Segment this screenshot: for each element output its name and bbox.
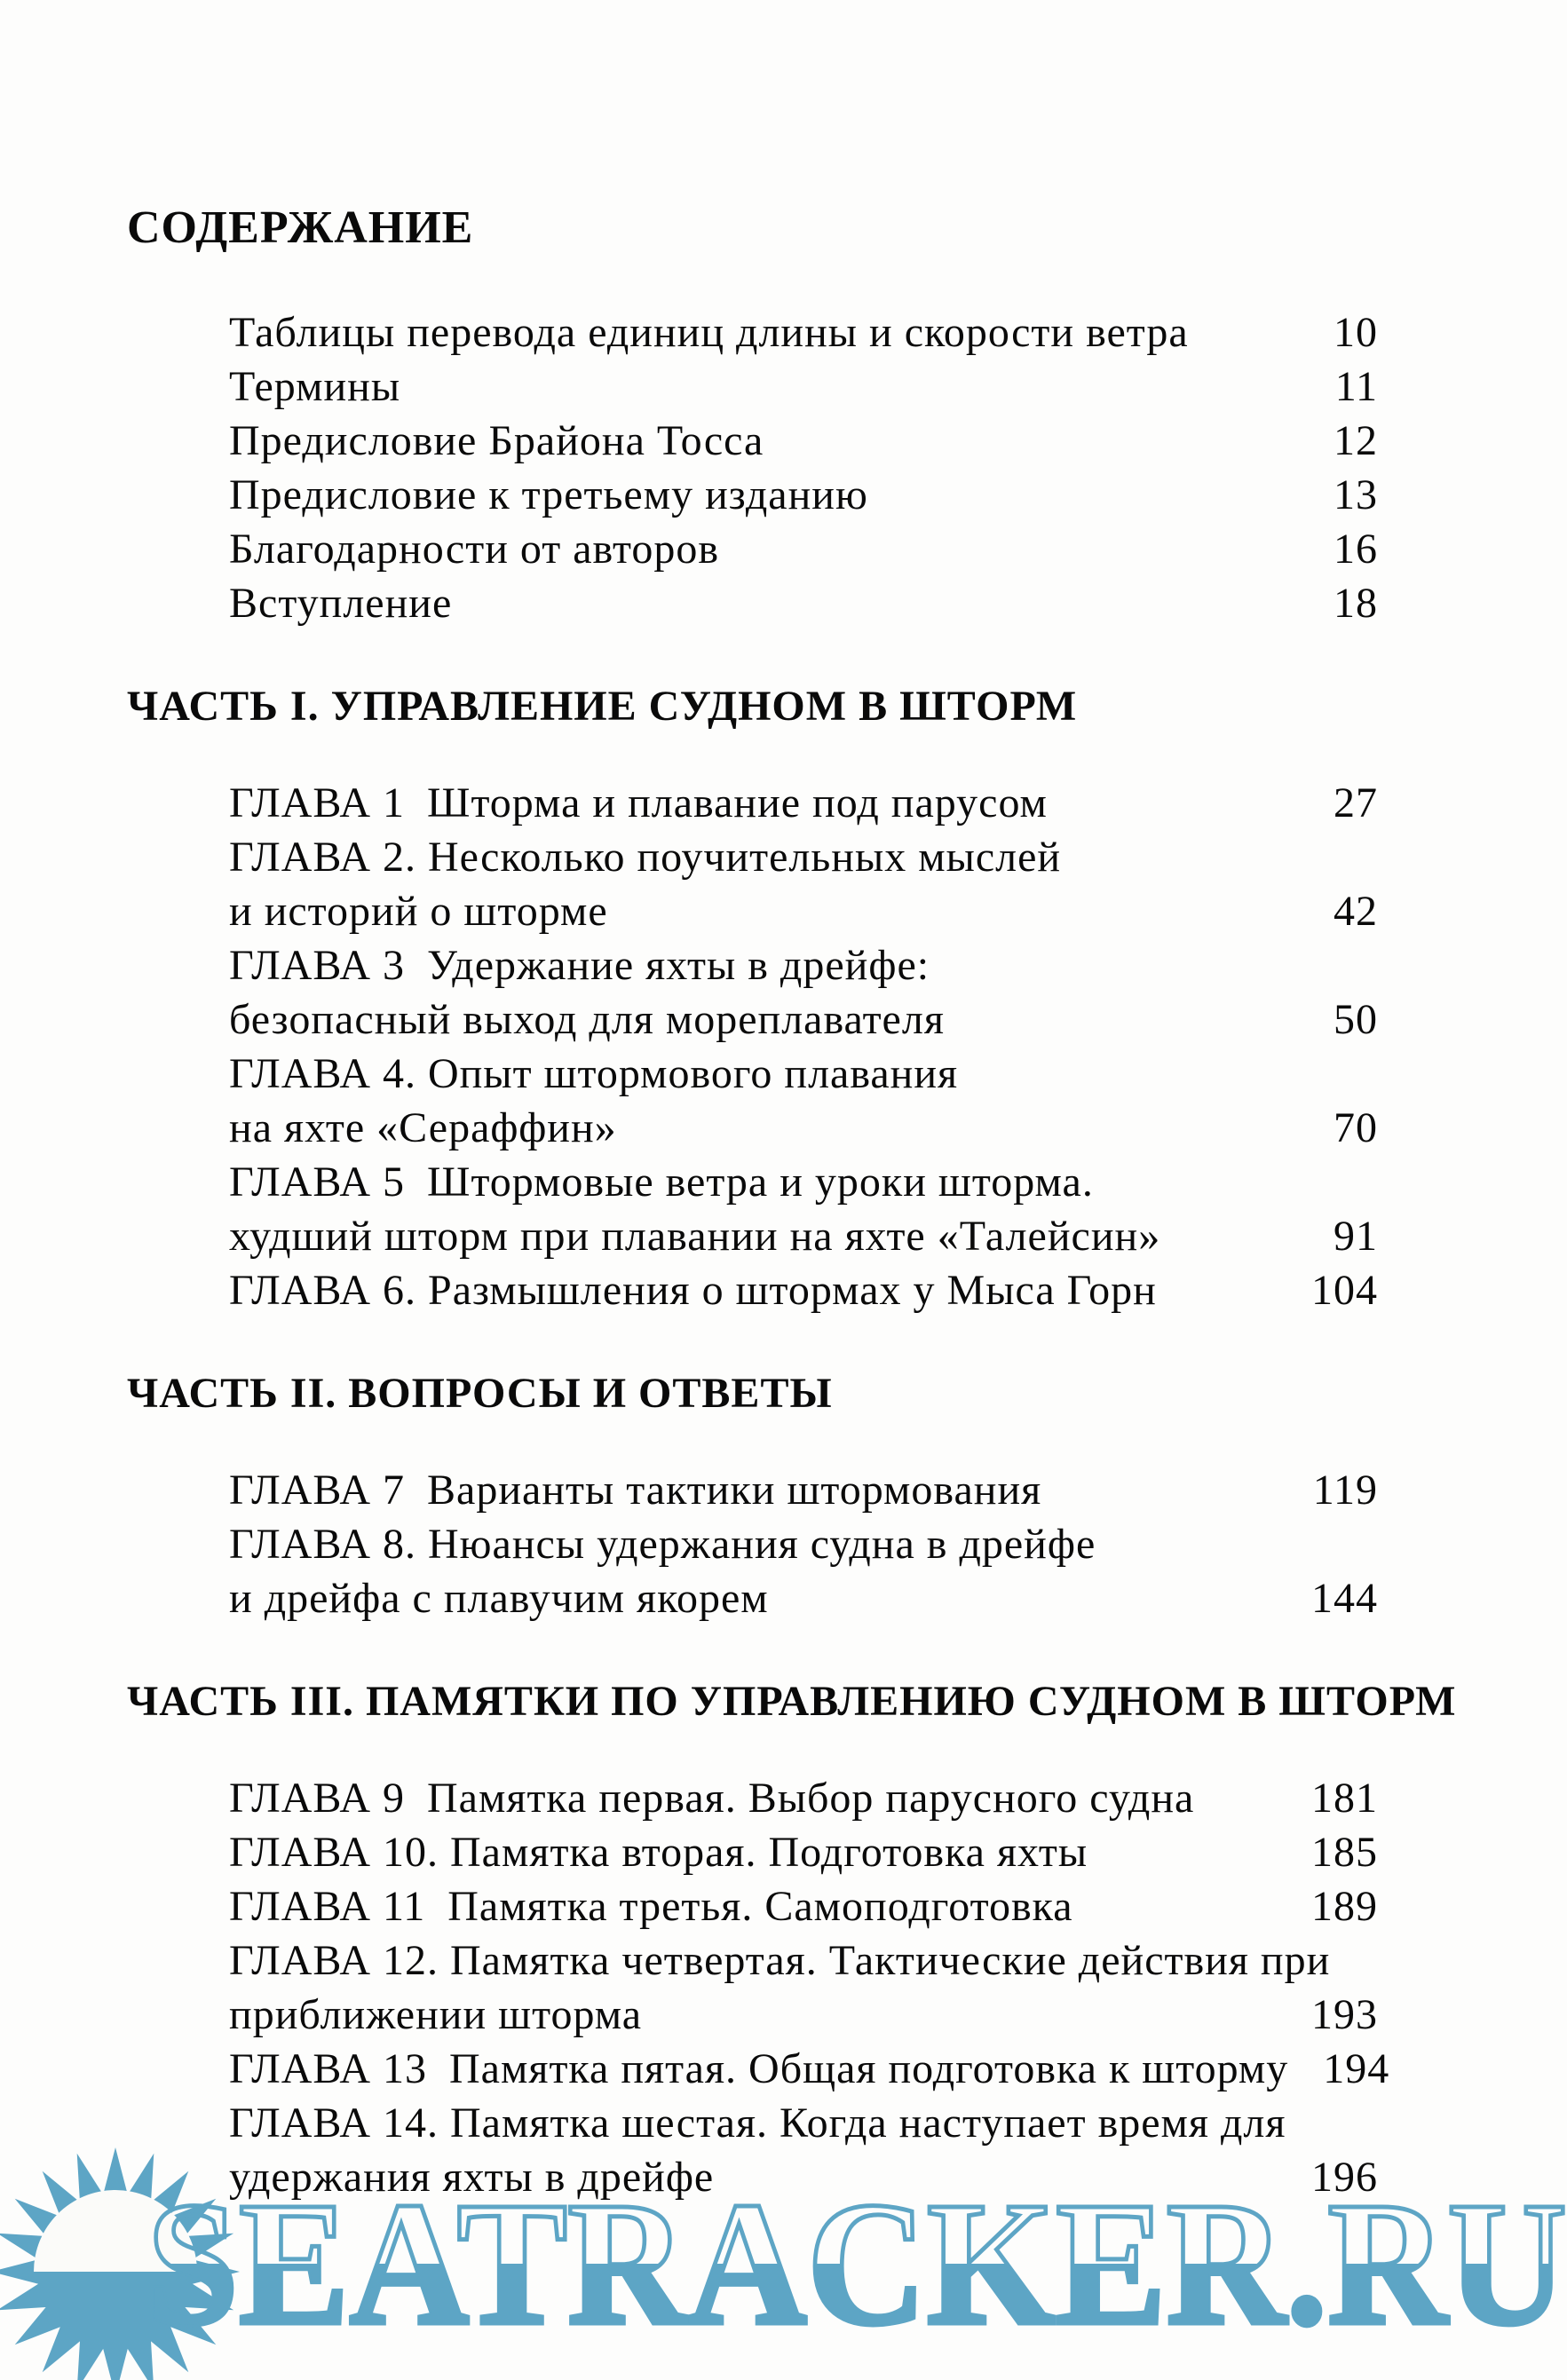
toc-entry-text: Предисловие к третьему изданию: [229, 471, 868, 518]
toc-entry-line: ГЛАВА 12. Памятка четвертая. Тактические…: [229, 1933, 1378, 1988]
toc-entry-line: безопасный выход для мореплавателя 50: [229, 992, 1378, 1047]
toc-entry-line: приближении шторма 193: [229, 1988, 1378, 2042]
toc-entry-line: Благодарности от авторов 16: [229, 522, 1378, 576]
toc-entry-line: ГЛАВА 5 Штормовые ветра и уроки шторма.: [229, 1155, 1378, 1209]
toc-entry-line: ГЛАВА 8. Нюансы удержания судна в дрейфе: [229, 1517, 1378, 1571]
toc-entry-page: 193: [1311, 1991, 1378, 2038]
part-1-entries: ГЛАВА 1 Шторма и плавание под парусом 27…: [229, 776, 1378, 1317]
sun-dome: [34, 2190, 197, 2272]
toc-entry-line: на яхте «Сераффин» 70: [229, 1101, 1378, 1155]
toc-entry-text: ГЛАВА 13 Памятка пятая. Общая подготовка…: [229, 2045, 1289, 2092]
toc-entry-line: ГЛАВА 9 Памятка первая. Выбор парусного …: [229, 1771, 1378, 1825]
toc-entry-text: и историй о шторме: [229, 888, 608, 935]
toc-entry-page: 196: [1311, 2154, 1378, 2201]
toc-entry-line: ГЛАВА 4. Опыт штормового плавания: [229, 1047, 1378, 1101]
toc-entry-page: 27: [1334, 779, 1378, 826]
toc-entry-page: 91: [1334, 1213, 1378, 1260]
toc-entry-line: Термины 11: [229, 360, 1378, 414]
toc-entry-line: Предисловие к третьему изданию 13: [229, 468, 1378, 522]
toc-entry-line: ГЛАВА 2. Несколько поучительных мыслей: [229, 830, 1378, 884]
part-heading-2: ЧАСТЬ II. ВОПРОСЫ И ОТВЕТЫ: [127, 1370, 833, 1417]
toc-entry-page: 104: [1311, 1267, 1378, 1314]
sun-rays: [0, 2147, 240, 2380]
part-heading-3: ЧАСТЬ III. ПАМЯТКИ ПО УПРАВЛЕНИЮ СУДНОМ …: [127, 1678, 1457, 1725]
toc-entry-text: ГЛАВА 2. Несколько поучительных мыслей: [229, 834, 1062, 881]
toc-entry-page: 16: [1334, 526, 1378, 573]
toc-entry-page: 12: [1334, 417, 1378, 464]
toc-entry-text: и дрейфа с плавучим якорем: [229, 1575, 769, 1622]
toc-entry-text: Таблицы перевода единиц длины и скорости…: [229, 309, 1189, 356]
toc-entry-page: 18: [1334, 580, 1378, 627]
toc-entry-text: Предисловие Брайона Тосса: [229, 417, 764, 464]
toc-entry-text: ГЛАВА 7 Варианты тактики штормования: [229, 1467, 1042, 1514]
toc-entry-text: ГЛАВА 10. Памятка вторая. Подготовка яхт…: [229, 1829, 1088, 1876]
toc-entry-text: ГЛАВА 12. Памятка четвертая. Тактические…: [229, 1937, 1331, 1984]
toc-entry-line: худший шторм при плавании на яхте «Талей…: [229, 1209, 1378, 1263]
toc-entry-text: ГЛАВА 11 Памятка третья. Самоподготовка: [229, 1883, 1073, 1930]
toc-entry-text: Вступление: [229, 580, 453, 627]
toc-entry-line: ГЛАВА 1 Шторма и плавание под парусом 27: [229, 776, 1378, 830]
toc-entry-text: ГЛАВА 4. Опыт штормового плавания: [229, 1050, 959, 1097]
toc-entry-page: 70: [1334, 1104, 1378, 1151]
toc-entry-line: ГЛАВА 14. Памятка шестая. Когда наступае…: [229, 2096, 1378, 2150]
toc-entry-line: удержания яхты в дрейфе 196: [229, 2150, 1378, 2204]
toc-entry-text: на яхте «Сераффин»: [229, 1104, 617, 1151]
toc-entry-line: Таблицы перевода единиц длины и скорости…: [229, 305, 1378, 360]
toc-entry-line: ГЛАВА 11 Памятка третья. Самоподготовка …: [229, 1879, 1378, 1933]
sun-over-sea-icon: [0, 2147, 240, 2380]
toc-entry-line: ГЛАВА 13 Памятка пятая. Общая подготовка…: [229, 2042, 1389, 2096]
toc-entry-text: ГЛАВА 14. Памятка шестая. Когда наступае…: [229, 2099, 1286, 2147]
toc-entry-text: ГЛАВА 3 Удержание яхты в дрейфе:: [229, 942, 930, 989]
toc-entry-page: 144: [1311, 1575, 1378, 1622]
toc-entry-page: 13: [1334, 471, 1378, 518]
toc-entry-text: приближении шторма: [229, 1991, 643, 2038]
toc-entry-text: удержания яхты в дрейфе: [229, 2154, 715, 2201]
toc-entry-text: Благодарности от авторов: [229, 526, 719, 573]
toc-entry-page: 185: [1311, 1829, 1378, 1876]
toc-entry-page: 194: [1323, 2045, 1390, 2092]
toc-entry-page: 42: [1334, 888, 1378, 935]
toc-entry-text: ГЛАВА 6. Размышления о штормах у Мыса Го…: [229, 1267, 1157, 1314]
toc-entry-text: безопасный выход для мореплавателя: [229, 996, 945, 1043]
toc-entry-line: Предисловие Брайона Тосса 12: [229, 414, 1378, 468]
toc-entry-line: ГЛАВА 6. Размышления о штормах у Мыса Го…: [229, 1263, 1378, 1317]
toc-entry-line: ГЛАВА 3 Удержание яхты в дрейфе:: [229, 938, 1378, 992]
toc-entry-page: 119: [1312, 1467, 1378, 1514]
page-title: СОДЕРЖАНИЕ: [127, 202, 474, 253]
toc-entry-page: 189: [1311, 1883, 1378, 1930]
toc-entry-text: ГЛАВА 8. Нюансы удержания судна в дрейфе: [229, 1521, 1096, 1568]
toc-entry-line: ГЛАВА 10. Памятка вторая. Подготовка яхт…: [229, 1825, 1378, 1879]
toc-entry-page: 11: [1334, 363, 1378, 410]
part-3-entries: ГЛАВА 9 Памятка первая. Выбор парусного …: [229, 1771, 1389, 2204]
toc-entry-page: 50: [1334, 996, 1378, 1043]
part-2-entries: ГЛАВА 7 Варианты тактики штормования 119…: [229, 1463, 1378, 1625]
toc-entry-line: ГЛАВА 7 Варианты тактики штормования 119: [229, 1463, 1378, 1517]
toc-entry-text: худший шторм при плавании на яхте «Талей…: [229, 1213, 1161, 1260]
toc-entry-text: ГЛАВА 5 Штормовые ветра и уроки шторма.: [229, 1158, 1094, 1206]
toc-entry-page: 10: [1334, 309, 1378, 356]
toc-entry-page: 181: [1311, 1775, 1378, 1822]
toc-entry-line: Вступление 18: [229, 576, 1378, 630]
front-matter-section: Таблицы перевода единиц длины и скорости…: [229, 305, 1378, 630]
part-heading-1: ЧАСТЬ I. УПРАВЛЕНИЕ СУДНОМ В ШТОРМ: [127, 683, 1078, 730]
toc-entry-line: и историй о шторме 42: [229, 884, 1378, 938]
toc-entry-text: ГЛАВА 9 Памятка первая. Выбор парусного …: [229, 1775, 1195, 1822]
toc-entry-line: и дрейфа с плавучим якорем 144: [229, 1571, 1378, 1625]
toc-entry-text: ГЛАВА 1 Шторма и плавание под парусом: [229, 779, 1048, 826]
toc-entry-text: Термины: [229, 363, 401, 410]
